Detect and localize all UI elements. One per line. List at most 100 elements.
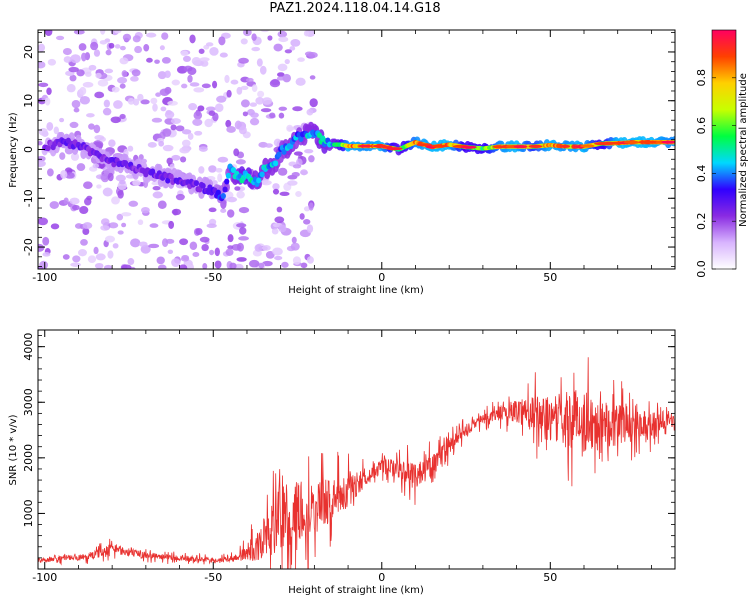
spectrogram-noise-mark — [79, 206, 89, 215]
spectrogram-noise-mark — [154, 59, 160, 64]
spectrogram-noise-mark — [72, 255, 81, 263]
spectrogram-noise-mark — [94, 134, 105, 141]
spectrogram-noise-mark — [261, 180, 272, 186]
spectrogram-noise-mark — [146, 57, 153, 63]
spectrogram-noise-mark — [88, 123, 95, 130]
spectrogram-noise-mark — [292, 164, 302, 169]
spectrogram-noise-mark — [264, 143, 273, 148]
spectrogram-noise-mark — [80, 239, 88, 246]
spectrogram-noise-mark — [214, 260, 222, 269]
spectrogram-noise-mark — [117, 230, 124, 235]
spectrogram-noise-mark — [166, 157, 173, 165]
spectrogram-noise-mark — [192, 118, 203, 126]
spectrogram-noise-mark — [243, 30, 252, 37]
spectrogram-noise-mark — [189, 82, 200, 87]
spectrogram-x-tick-label: 0 — [378, 271, 385, 284]
spectrogram-noise-mark — [259, 65, 267, 75]
spectrogram-core-mark — [580, 144, 595, 148]
spectrogram-noise-mark — [238, 57, 249, 64]
spectrogram-noise-mark — [306, 224, 314, 233]
spectrogram-noise-mark — [108, 222, 119, 229]
spectrogram-noise-mark — [44, 97, 51, 106]
spectrogram-noise-mark — [274, 216, 285, 224]
spectrogram-noise-mark — [226, 89, 232, 98]
spectrogram-noise-mark — [132, 179, 141, 187]
spectrogram-noise-mark — [73, 30, 85, 35]
spectrogram-noise-mark — [267, 35, 273, 41]
spectrogram-noise-mark — [157, 71, 167, 80]
spectrogram-noise-mark — [132, 35, 141, 43]
spectrogram-noise-mark — [100, 173, 110, 183]
spectrogram-noise-mark — [248, 259, 260, 268]
spectrogram-noise-mark — [121, 212, 132, 217]
spectrogram-core-mark — [661, 140, 675, 144]
spectrogram-noise-mark — [167, 249, 174, 254]
spectrogram-noise-mark — [230, 79, 239, 85]
spectrogram-noise-mark — [160, 106, 167, 112]
spectrogram-noise-mark — [187, 74, 193, 83]
spectrogram-core-mark — [431, 144, 447, 148]
snr-y-axis-label: SNR (10 * v/v) — [8, 414, 19, 485]
spectrogram-noise-mark — [81, 52, 87, 62]
spectrogram-noise-mark — [102, 187, 113, 197]
spectrogram-noise-mark — [158, 140, 165, 147]
spectrogram-noise-mark — [193, 111, 203, 120]
spectrogram-ridge-mark — [276, 151, 282, 158]
spectrogram-noise-mark — [104, 68, 114, 74]
spectrogram-noise-mark — [180, 50, 189, 57]
spectrogram-noise-mark — [272, 188, 280, 195]
spectrogram-noise-mark — [164, 70, 171, 78]
spectrogram-noise-mark — [279, 191, 290, 197]
spectrogram-noise-mark — [200, 60, 209, 67]
spectrogram-noise-mark — [78, 249, 87, 257]
spectrogram-noise-mark — [38, 155, 46, 162]
spectrogram-noise-mark — [309, 98, 318, 108]
spectrogram-noise-mark — [105, 235, 115, 243]
spectrogram-noise-mark — [76, 69, 85, 77]
spectrogram-noise-mark — [297, 57, 305, 62]
spectrogram-noise-mark — [62, 48, 72, 56]
spectrogram-noise-mark — [260, 108, 272, 113]
spectrogram-noise-mark — [102, 107, 112, 116]
spectrogram-noise-mark — [261, 97, 273, 105]
spectrogram-noise-mark — [240, 38, 248, 45]
spectrogram-noise-mark — [303, 219, 311, 225]
spectrogram-noise-mark — [277, 63, 288, 72]
spectrogram-noise-mark — [284, 49, 293, 54]
spectrogram-noise-mark — [201, 244, 209, 252]
spectrogram-core-mark — [358, 144, 372, 148]
spectrogram-noise-mark — [165, 109, 172, 116]
spectrogram-noise-mark — [147, 142, 157, 148]
spectrogram-core-mark — [460, 145, 477, 149]
spectrogram-noise-mark — [38, 43, 46, 52]
spectrogram-core-mark — [386, 147, 403, 151]
spectrogram-noise-mark — [251, 33, 257, 41]
spectrogram-noise-mark — [276, 76, 286, 81]
spectrogram-noise-mark — [93, 246, 99, 255]
spectrogram-noise-mark — [225, 119, 232, 128]
snr-frame — [37, 329, 676, 570]
colorbar-gradient — [712, 30, 736, 269]
spectrogram-noise-mark — [197, 105, 205, 112]
colorbar-tick-label: 0.6 — [695, 117, 708, 135]
spectrogram-noise-mark — [92, 163, 100, 169]
spectrogram-noise-mark — [236, 242, 244, 252]
spectrogram-noise-mark — [76, 163, 86, 172]
spectrogram-noise-mark — [44, 30, 53, 37]
spectrogram-noise-mark — [306, 108, 314, 116]
spectrogram-noise-mark — [303, 30, 310, 37]
spectrogram-noise-mark — [69, 74, 77, 82]
spectrogram-noise-mark — [276, 206, 283, 213]
colorbar-tick-label: 0.4 — [695, 165, 708, 183]
spectrogram-noise-mark — [148, 243, 160, 249]
spectrogram-noise-mark — [63, 197, 69, 205]
snr-y-tick-label: 2000 — [22, 444, 35, 472]
spectrogram-noise-mark — [227, 234, 234, 243]
colorbar-frame — [711, 29, 737, 270]
spectrogram-noise-mark — [127, 97, 135, 105]
spectrogram-noise-mark — [127, 145, 134, 152]
spectrogram-noise-mark — [181, 83, 188, 89]
spectrogram-noise-mark — [112, 243, 119, 249]
spectrogram-noise-mark — [240, 85, 249, 91]
spectrogram-y-tick-label: 10 — [22, 94, 35, 108]
